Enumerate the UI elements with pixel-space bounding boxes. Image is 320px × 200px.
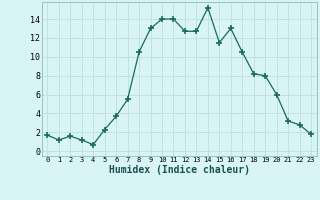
X-axis label: Humidex (Indice chaleur): Humidex (Indice chaleur) [109, 165, 250, 175]
